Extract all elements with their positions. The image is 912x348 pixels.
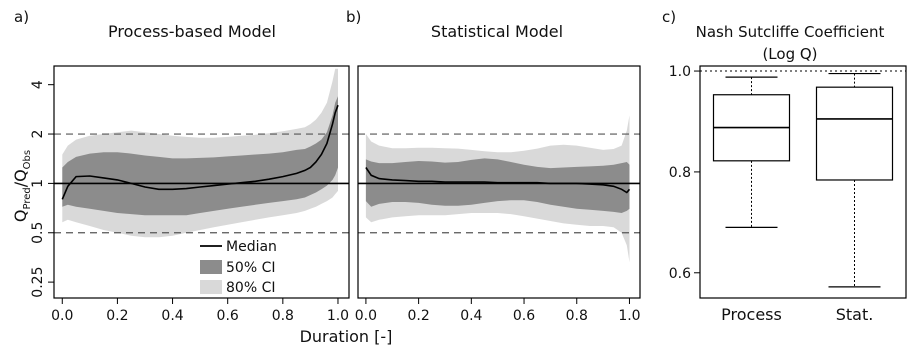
category-label: Stat. (836, 305, 874, 324)
legend-ci80-label: 80% CI (226, 280, 275, 296)
y-tick-label: 0.8 (669, 165, 691, 181)
x-tick-label: 0.6 (217, 308, 239, 324)
y-tick-label: 2 (30, 130, 46, 139)
legend-ci50-swatch (200, 260, 222, 274)
plot-panel-a: 0.0 0.2 0.4 0.6 0.8 1.0 0.25 0.5 1 2 4 (30, 65, 350, 324)
median-line (61, 104, 339, 200)
y-tick-label: 0.6 (669, 266, 691, 282)
plot-frame (357, 65, 641, 299)
x-tick-label: 0.4 (460, 308, 482, 324)
chart-title-b: Statistical Model (431, 22, 563, 41)
plot-frame (699, 65, 907, 299)
x-tick-label: 0.8 (272, 308, 294, 324)
box-iqr (815, 86, 894, 181)
y-tick-label: 0.25 (30, 267, 46, 298)
y-tick-label: 1.0 (669, 64, 691, 80)
category-label: Process (721, 305, 782, 324)
legend-median-label: Median (226, 239, 277, 255)
y-tick-label: 1 (30, 179, 46, 188)
panel-label-c: c) (662, 8, 676, 26)
x-tick-label: 0.2 (407, 308, 429, 324)
x-tick-label: 0.6 (513, 308, 535, 324)
plot-frame (53, 65, 350, 299)
x-tick-label: 0.4 (161, 308, 183, 324)
plot-panel-b: 0.0 0.2 0.4 0.6 0.8 1.0 (355, 65, 641, 324)
ci50-band (62, 96, 339, 216)
x-tick-label: 1.0 (618, 308, 640, 324)
ci50-band (365, 158, 630, 213)
x-tick-label: 1.0 (327, 308, 349, 324)
y-axis-label: QPred/QObs (11, 150, 33, 222)
x-tick-label: 0.0 (355, 308, 377, 324)
panel-label-b: b) (346, 8, 361, 26)
median-line (365, 167, 631, 194)
legend-ci50-label: 50% CI (226, 260, 275, 276)
y-tick-label: 0.5 (30, 222, 46, 244)
x-tick-label: 0.2 (106, 308, 128, 324)
chart-subtitle-c: (Log Q) (762, 45, 817, 63)
chart-title-a: Process-based Model (108, 22, 276, 41)
panel-label-a: a) (14, 8, 29, 26)
chart-title-c: Nash Sutcliffe Coefficient (696, 23, 885, 41)
y-tick-label: 4 (30, 80, 46, 89)
legend-ci80-swatch (200, 280, 222, 294)
legend: Median 50% CI 80% CI (200, 239, 277, 296)
x-axis-label: Duration [-] (300, 327, 393, 346)
x-tick-label: 0.8 (566, 308, 588, 324)
plot-panel-c: Process Stat. 0.6 0.8 1.0 (669, 64, 907, 324)
x-tick-label: 0.0 (51, 308, 73, 324)
